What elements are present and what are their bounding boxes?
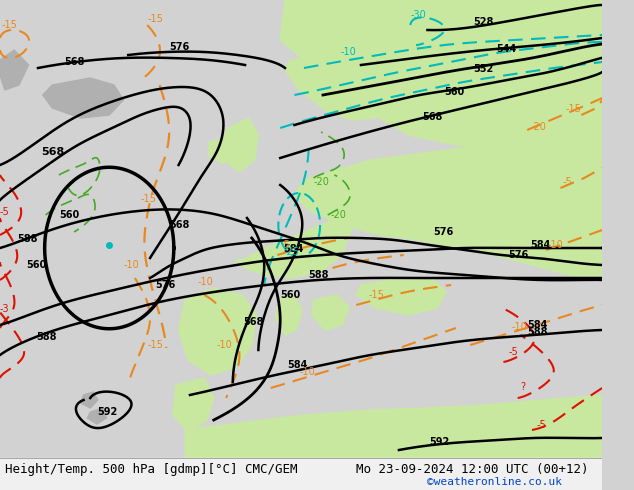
Text: ©weatheronline.co.uk: ©weatheronline.co.uk [427,477,562,487]
Text: 568: 568 [169,220,190,230]
Polygon shape [361,5,602,160]
Text: 568: 568 [65,57,85,67]
Polygon shape [375,252,423,278]
Polygon shape [185,395,602,490]
Text: -20: -20 [530,122,546,132]
Text: -20: -20 [330,210,346,220]
Polygon shape [42,78,124,118]
Text: -20: -20 [313,177,329,187]
Polygon shape [221,118,259,172]
Text: -15: -15 [147,340,163,350]
Text: 576: 576 [508,250,528,260]
Text: 576: 576 [169,42,190,52]
Polygon shape [0,458,602,490]
Polygon shape [280,0,602,95]
Text: -10: -10 [547,240,563,250]
Text: -5: -5 [0,207,10,217]
Polygon shape [173,378,214,432]
Text: -10: -10 [340,47,356,57]
Text: 568: 568 [423,112,443,122]
Text: 588: 588 [527,327,548,337]
Text: -10: -10 [511,322,527,332]
Text: -15: -15 [2,20,18,30]
Polygon shape [179,288,257,375]
Text: 568: 568 [41,147,64,157]
Text: 584: 584 [530,240,550,250]
Text: ?: ? [521,382,526,392]
Text: 560: 560 [280,290,301,300]
Text: 584: 584 [527,320,548,330]
Text: 560: 560 [27,260,47,270]
Polygon shape [209,138,232,164]
Text: 576: 576 [155,280,175,290]
Text: Height/Temp. 500 hPa [gdmp][°C] CMC/GEM: Height/Temp. 500 hPa [gdmp][°C] CMC/GEM [4,463,297,475]
Polygon shape [81,392,98,408]
Text: 592: 592 [97,407,117,417]
Text: -15: -15 [565,104,581,114]
Polygon shape [236,218,351,278]
Text: 588: 588 [17,234,37,244]
Text: -5: -5 [508,347,518,357]
Text: -30: -30 [410,10,426,20]
Text: 560: 560 [444,87,465,97]
Polygon shape [294,120,602,280]
Text: 528: 528 [473,17,493,27]
Text: -10: -10 [299,367,315,377]
Text: 568: 568 [243,317,264,327]
Text: -15: -15 [368,290,384,300]
Text: -15: -15 [147,14,163,24]
Text: Mo 23-09-2024 12:00 UTC (00+12): Mo 23-09-2024 12:00 UTC (00+12) [356,463,589,475]
Polygon shape [311,295,349,330]
Text: -10: -10 [124,260,139,270]
Polygon shape [0,50,29,90]
Polygon shape [87,408,107,424]
Text: -3: -3 [0,304,10,314]
Text: 584: 584 [283,244,304,254]
Text: 584: 584 [287,360,307,370]
Polygon shape [275,295,302,335]
Polygon shape [285,45,399,120]
Text: 560: 560 [59,210,79,220]
Text: -25: -25 [283,247,299,257]
Text: -10: -10 [217,340,232,350]
Text: -15: -15 [141,194,157,204]
Text: 592: 592 [429,437,450,447]
Text: 576: 576 [433,227,453,237]
Text: -5: -5 [537,420,547,430]
Text: 588: 588 [309,270,329,280]
Text: -10: -10 [198,277,213,287]
Polygon shape [356,278,446,315]
Text: 588: 588 [36,332,56,342]
Text: 552: 552 [473,64,493,74]
Text: 544: 544 [496,44,516,54]
Text: -5: -5 [280,240,290,250]
Text: -5: -5 [562,177,572,187]
